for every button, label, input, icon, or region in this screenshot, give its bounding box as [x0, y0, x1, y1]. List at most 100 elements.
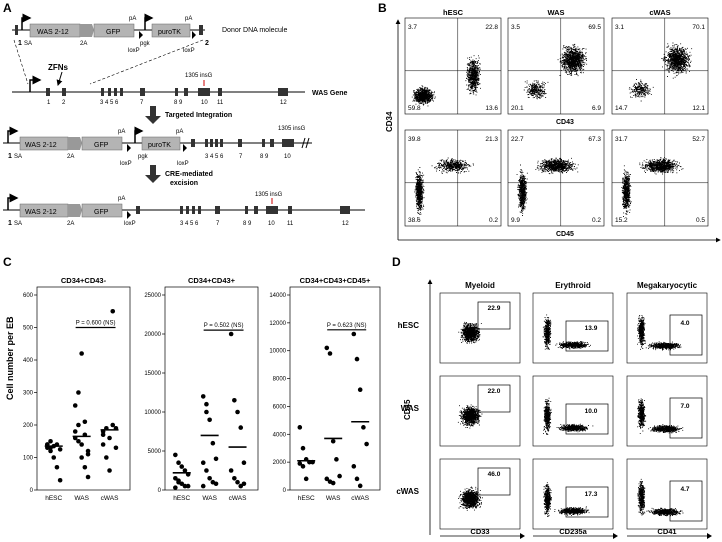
density-dots	[639, 156, 684, 175]
loxp-label-2: loxP	[183, 48, 195, 54]
density-dots	[542, 314, 552, 350]
data-point	[354, 476, 360, 482]
density-dots	[646, 507, 684, 517]
scatter-chart-1: 0 100 200 300 400 500 600 CD34+CD43- hESC WAS cWAS…	[23, 276, 131, 502]
svg-text:7: 7	[216, 221, 220, 227]
data-point	[238, 483, 244, 489]
data-point	[76, 390, 81, 395]
data-point	[361, 425, 366, 430]
panel-letter-a: A	[3, 1, 12, 15]
data-point	[72, 403, 78, 408]
x-tick-label: cWAS	[101, 495, 119, 502]
quad-value-ur: 21.3	[485, 136, 498, 143]
density-dots	[523, 80, 549, 100]
gate-value: 46.0	[488, 471, 501, 478]
panel-letter-d: D	[392, 255, 401, 269]
gate-value: 4.7	[680, 486, 689, 493]
data-point	[82, 419, 88, 425]
svg-text:11: 11	[217, 100, 224, 106]
x-tick-label: hESC	[298, 495, 315, 502]
x-tick-label: WAS	[74, 495, 89, 502]
data-point	[228, 468, 234, 473]
data-point	[300, 464, 306, 469]
excised-pa: pA	[118, 196, 125, 202]
exon-1-label: 1	[18, 40, 22, 47]
svg-text:7: 7	[239, 154, 243, 160]
gate-box	[565, 320, 609, 352]
x-tick-label: cWAS	[229, 495, 247, 502]
integrated-allele: WAS 2-12 GFP pA puroTK pA 1305 insG 1 S	[3, 126, 312, 167]
svg-text:3 4 5 6: 3 4 5 6	[205, 154, 224, 160]
data-point	[182, 468, 188, 473]
data-point	[364, 441, 369, 447]
y-tick-label: 5000	[148, 449, 162, 455]
quad-value-ul: 3.7	[408, 24, 417, 31]
data-point	[300, 445, 306, 451]
data-point	[76, 422, 81, 428]
column-label: Myeloid	[465, 281, 495, 290]
data-point	[241, 481, 247, 487]
pgk-label: pgk	[140, 41, 151, 47]
c-ylabel: Cell number per EB	[5, 316, 15, 400]
density-dots	[557, 43, 588, 77]
y-tick-label: 20000	[144, 332, 161, 338]
quad-value-ul: 3.5	[511, 24, 520, 31]
integrated-2a: 2A	[67, 154, 74, 160]
step-cre: CRE-mediated	[165, 171, 213, 178]
y-tick-label: 300	[23, 391, 34, 397]
svg-text:1: 1	[47, 100, 51, 106]
data-point	[107, 435, 112, 441]
x-tick-label: cWAS	[351, 495, 369, 502]
flow-plot-cwas-cd43: 3.1 70.1 14.7 12.1 cWAS	[611, 8, 709, 115]
quad-value-ll: 38.6	[408, 217, 421, 224]
gate-box	[477, 384, 511, 413]
flow-plot-cwas-megakaryocytic: 4.7	[626, 458, 708, 530]
data-point	[176, 460, 181, 466]
x-tick-label: hESC	[45, 495, 62, 502]
y-tick-label: 400	[23, 358, 34, 364]
column-label: cWAS	[649, 8, 670, 17]
density-dots	[621, 165, 632, 217]
b-xlabel-bot: CD45	[556, 231, 574, 238]
flow-plot-was-cd43: 3.5 69.5 20.1 6.9 WAS	[507, 8, 605, 115]
svg-text:12: 12	[280, 100, 287, 106]
plot-frame	[439, 375, 521, 447]
flow-plot-cwas-myeloid: 46.0	[439, 458, 521, 530]
column-label: hESC	[443, 8, 464, 17]
quad-value-ul: 3.1	[615, 24, 624, 31]
integrated-pgk: pgk	[138, 154, 149, 160]
y-tick-label: 0	[158, 488, 162, 494]
data-point	[54, 464, 60, 470]
excised-loxp: loxP	[124, 221, 136, 227]
flow-plot-hesc-erythroid: 13.9 Erythroid	[532, 281, 614, 364]
quad-value-ll: 59.8	[408, 105, 421, 112]
data-point	[110, 422, 116, 428]
data-point	[110, 308, 116, 314]
quad-value-ur: 69.5	[588, 24, 601, 31]
density-dots	[535, 157, 579, 175]
density-dots	[648, 424, 684, 434]
quad-value-ur: 67.3	[588, 136, 601, 143]
data-point	[182, 483, 188, 489]
p-value: P = 0.623 (NS)	[327, 323, 367, 329]
y-tick-label: 4000	[273, 432, 287, 438]
svg-text:3 4 5 6: 3 4 5 6	[180, 221, 199, 227]
integrated-loxp-2: loxP	[177, 161, 189, 167]
data-point	[327, 351, 333, 356]
2a-label: 2A	[80, 41, 87, 47]
density-dots	[458, 321, 482, 344]
excised-2a: 2A	[67, 221, 74, 227]
data-point	[228, 331, 234, 337]
data-point	[179, 464, 185, 469]
pa-label-2: pA	[185, 16, 192, 22]
data-point	[235, 479, 240, 485]
column-label: Erythroid	[555, 281, 591, 290]
data-point	[113, 445, 119, 451]
x-tick-label: WAS	[202, 495, 217, 502]
row-label: cWAS	[396, 487, 419, 496]
flow-plot-was-megakaryocytic: 7.0	[626, 375, 708, 447]
gate-box	[477, 301, 511, 330]
chart-frame	[36, 286, 131, 491]
quad-value-lr: 0.2	[489, 217, 498, 224]
